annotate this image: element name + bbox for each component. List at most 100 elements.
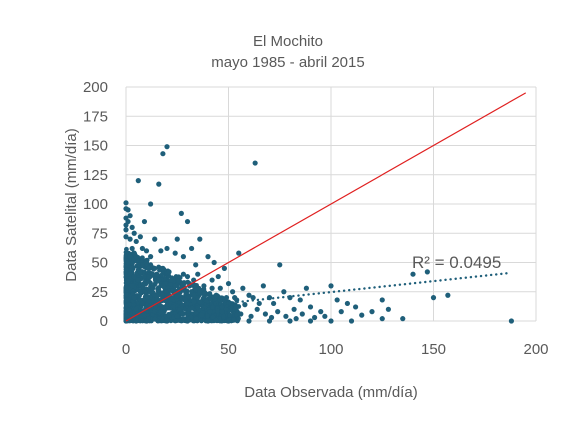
data-point [252,160,258,166]
data-point [242,302,248,308]
data-point-cloud [189,289,194,294]
data-point [184,273,191,280]
y-tick-label: 125 [83,167,108,184]
data-point [424,269,430,275]
data-point [135,178,141,184]
data-point [217,297,223,303]
data-point-cloud [151,308,157,314]
data-point [125,207,131,213]
data-point [215,273,221,280]
data-point [186,306,193,312]
data-point [400,316,406,322]
data-point [293,316,299,322]
data-point [160,151,166,157]
data-point [225,280,232,287]
r-squared-annotation: R² = 0.0495 [412,253,501,272]
data-point-cloud [161,304,167,310]
data-point [246,292,252,298]
data-point [344,300,350,307]
data-point-cloud [168,281,174,287]
data-point [129,224,135,230]
data-point [172,283,178,289]
data-point [193,262,199,268]
data-point [174,236,180,242]
data-point [137,289,143,295]
data-point [127,271,133,277]
data-point [254,306,260,312]
chart-subtitle: mayo 1985 - abril 2015 [211,54,364,71]
data-point-cloud [130,260,135,266]
data-point-cloud [215,308,221,314]
data-point [139,300,145,307]
y-tick-label: 50 [91,255,108,272]
x-axis-label: Data Observada (mm/día) [244,384,417,401]
data-point [211,259,217,266]
data-point-cloud [195,295,201,300]
data-point [131,230,137,236]
data-point-cloud [151,292,157,298]
data-point [199,312,205,318]
data-point [303,285,309,291]
data-point-cloud [163,289,169,294]
data-point-cloud [193,316,199,322]
data-point [180,271,186,277]
data-point-cloud [231,317,237,322]
data-point [307,318,314,324]
data-point [385,306,391,312]
data-point [248,313,254,319]
data-point [410,271,416,277]
data-point [141,312,148,318]
x-tick-label: 200 [523,341,548,358]
data-point [207,309,213,315]
data-point [133,254,139,260]
data-point-cloud [142,289,148,295]
data-point-cloud [124,250,130,256]
data-point [318,309,324,315]
data-point [127,254,133,260]
data-point [240,285,246,291]
data-point [184,318,191,324]
data-point-cloud [137,297,143,303]
trendline [124,271,511,316]
data-point [250,295,256,301]
data-point [379,297,385,303]
data-point [166,269,172,275]
data-point [137,234,143,240]
data-point-cloud [197,299,203,305]
data-point [189,245,195,252]
data-point-cloud [223,307,229,312]
data-point-cloud [176,278,181,284]
data-point [141,218,148,225]
data-point [197,236,203,242]
data-point-cloud [152,316,158,322]
data-point [135,277,141,283]
data-point-cloud [140,255,145,261]
data-point [150,271,156,277]
data-point [160,265,166,271]
data-point [197,289,203,295]
data-point-cloud [205,313,210,319]
x-tick-label: 100 [318,341,343,358]
x-tick-label: 0 [122,341,130,358]
x-tick-label: 150 [421,341,446,358]
data-point [230,289,236,295]
data-point [127,213,133,219]
data-point-cloud [172,318,178,324]
data-point [127,236,133,242]
data-point [379,316,385,322]
data-point [225,318,232,324]
data-point [180,254,186,260]
lines [124,92,527,322]
data-point [205,318,211,324]
data-point-cloud [140,281,146,287]
data-point [145,273,152,280]
data-points [123,144,514,324]
data-point [312,314,318,321]
data-point-cloud [123,254,129,259]
y-tick-label: 175 [83,108,108,125]
data-point-cloud [193,310,199,316]
data-point [219,309,225,315]
data-point-cloud [234,312,239,318]
data-point [277,262,283,268]
